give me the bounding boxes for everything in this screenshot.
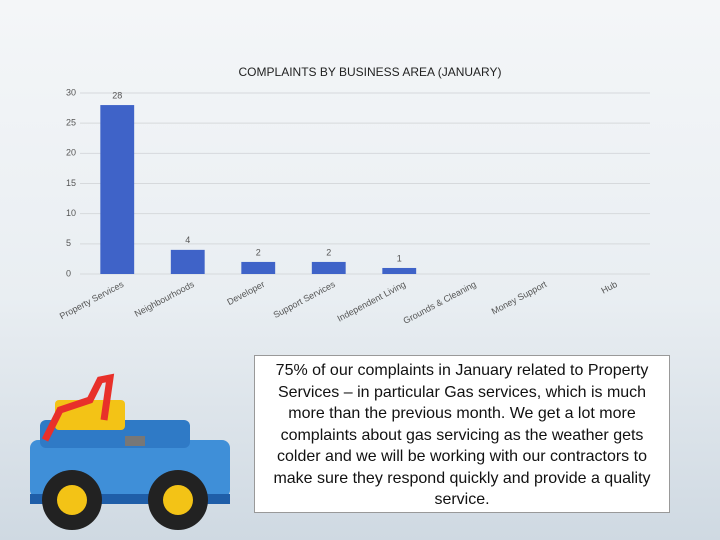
x-tick-label: Neighbourhoods: [133, 279, 196, 319]
data-label: 2: [256, 247, 261, 257]
data-label: 1: [397, 253, 402, 263]
y-tick-label: 30: [66, 87, 76, 97]
x-tick-label: Developer: [225, 279, 266, 307]
data-label: 28: [112, 90, 122, 100]
y-tick-label: 5: [66, 238, 71, 248]
bar: [241, 261, 276, 274]
text-box: 75% of our complaints in January related…: [254, 355, 670, 513]
x-tick-label: Independent Living: [335, 279, 407, 324]
y-tick-label: 20: [66, 148, 76, 158]
x-tick-label: Money Support: [490, 279, 549, 317]
x-tick-label: Grounds & Cleaning: [402, 279, 478, 326]
bar: [100, 105, 135, 274]
x-tick-label: Property Services: [58, 279, 126, 321]
chart-title: COMPLAINTS BY BUSINESS AREA (JANUARY): [239, 65, 502, 79]
toy-jeep: [30, 373, 230, 530]
data-label: 2: [326, 247, 331, 257]
data-label: 4: [185, 235, 190, 245]
x-tick-label: Support Services: [272, 279, 338, 320]
y-tick-label: 15: [66, 178, 76, 188]
y-tick-label: 25: [66, 118, 76, 128]
bar: [170, 249, 205, 274]
y-tick-label: 10: [66, 208, 76, 218]
bar: [311, 261, 346, 274]
x-tick-label: Hub: [600, 279, 619, 296]
bar: [382, 267, 417, 274]
y-tick-label: 0: [66, 268, 71, 278]
